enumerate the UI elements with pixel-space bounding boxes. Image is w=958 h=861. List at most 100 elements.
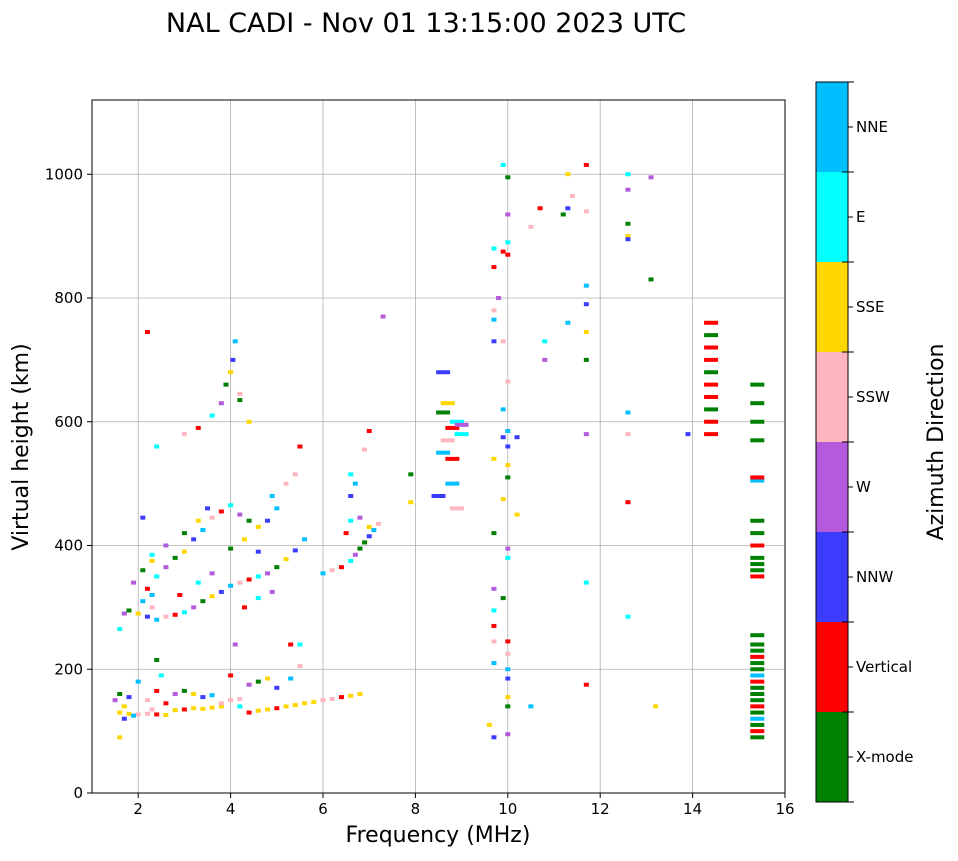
echo-point bbox=[154, 444, 160, 449]
echo-point bbox=[505, 429, 511, 434]
column-echo-bar bbox=[750, 716, 765, 721]
echo-point bbox=[172, 692, 178, 696]
echo-point bbox=[505, 546, 511, 551]
column-echo-bar bbox=[750, 568, 765, 573]
echo-point bbox=[228, 583, 234, 588]
column-echo-bar bbox=[440, 401, 455, 406]
colorbar-category-label: SSE bbox=[856, 298, 885, 316]
column-echo-bar bbox=[750, 673, 765, 678]
echo-point bbox=[135, 611, 141, 616]
column-echo-bar bbox=[750, 648, 765, 653]
echo-point bbox=[237, 696, 243, 701]
echo-point bbox=[583, 682, 589, 687]
colorbar-category-label: X-mode bbox=[856, 748, 913, 766]
echo-point bbox=[117, 710, 123, 715]
column-echo-bar bbox=[750, 478, 765, 483]
column-echo-bar bbox=[750, 555, 765, 560]
echo-point bbox=[302, 701, 308, 706]
y-tick-label: 600 bbox=[54, 413, 83, 431]
echo-point bbox=[486, 722, 492, 727]
echo-point bbox=[348, 693, 354, 698]
x-tick-label: 12 bbox=[591, 800, 610, 818]
echo-point bbox=[625, 234, 631, 239]
x-tick-label: 6 bbox=[318, 800, 328, 818]
echo-point bbox=[505, 555, 511, 560]
echo-point bbox=[565, 320, 571, 325]
colorbar-segment bbox=[816, 622, 848, 712]
echo-point bbox=[648, 175, 654, 180]
column-bars bbox=[431, 320, 765, 740]
y-axis-label: Virtual height (km) bbox=[9, 343, 34, 550]
echo-point bbox=[255, 708, 261, 713]
echo-point bbox=[195, 580, 201, 585]
echo-point bbox=[228, 673, 234, 678]
column-echo-bar bbox=[750, 661, 765, 666]
echo-point bbox=[172, 708, 178, 713]
echo-point bbox=[565, 172, 571, 177]
echo-point bbox=[500, 596, 506, 601]
column-echo-bar bbox=[750, 679, 765, 684]
echo-point bbox=[144, 614, 150, 619]
echo-point bbox=[230, 357, 236, 362]
echo-point bbox=[625, 221, 631, 226]
echo-point bbox=[583, 209, 589, 214]
x-tick-label: 4 bbox=[226, 800, 236, 818]
plot-frame bbox=[91, 99, 786, 794]
column-echo-bar bbox=[750, 438, 765, 443]
echo-point bbox=[352, 481, 358, 486]
echo-point bbox=[144, 711, 150, 716]
echo-point bbox=[232, 642, 238, 647]
echo-point bbox=[265, 518, 271, 523]
echo-point bbox=[348, 518, 354, 523]
y-tick-label: 200 bbox=[54, 660, 83, 678]
echo-point bbox=[560, 212, 566, 217]
echo-point bbox=[625, 614, 631, 619]
colorbar-category-label: SSW bbox=[856, 388, 890, 406]
echo-point bbox=[209, 693, 215, 698]
echo-point bbox=[491, 456, 497, 461]
echo-point bbox=[583, 357, 589, 362]
echo-point bbox=[292, 548, 298, 553]
echo-point bbox=[491, 735, 497, 740]
echo-point bbox=[195, 425, 201, 430]
echo-point bbox=[500, 497, 506, 502]
echo-point bbox=[274, 565, 280, 570]
column-echo-bar bbox=[454, 432, 469, 437]
echo-point bbox=[583, 302, 589, 307]
echo-point bbox=[149, 707, 155, 712]
echo-point bbox=[283, 557, 289, 562]
echo-point bbox=[569, 193, 575, 198]
echo-point bbox=[177, 593, 183, 597]
echo-point bbox=[154, 617, 160, 622]
echo-point bbox=[505, 379, 511, 384]
echo-point bbox=[149, 558, 155, 563]
echo-point bbox=[329, 568, 335, 573]
column-echo-bar bbox=[704, 333, 719, 338]
echo-point bbox=[491, 639, 497, 644]
column-echo-bar bbox=[750, 722, 765, 727]
echo-point bbox=[265, 571, 271, 576]
echo-point bbox=[255, 596, 261, 601]
echo-point bbox=[172, 612, 178, 617]
echo-point bbox=[329, 696, 335, 701]
colorbar-category-label: E bbox=[856, 208, 865, 226]
echo-point bbox=[366, 534, 372, 539]
echo-point bbox=[140, 599, 146, 604]
echo-point bbox=[505, 732, 511, 737]
echo-point bbox=[246, 710, 252, 715]
echo-point bbox=[514, 435, 520, 440]
x-axis-ticks: 2 4 6 8 10 12 14 16 bbox=[133, 793, 795, 818]
echo-point bbox=[181, 707, 187, 712]
colorbar-label: Azimuth Direction bbox=[924, 343, 949, 540]
echo-point bbox=[246, 682, 252, 687]
colorbar-segment bbox=[816, 352, 848, 442]
echo-point bbox=[149, 552, 155, 557]
echo-point bbox=[246, 419, 252, 424]
echo-point bbox=[246, 518, 252, 523]
echo-point bbox=[583, 330, 589, 335]
echo-point bbox=[163, 543, 169, 548]
echo-point bbox=[163, 713, 169, 718]
echo-point bbox=[274, 706, 280, 711]
colorbar-category-label: W bbox=[856, 478, 871, 496]
echo-point bbox=[200, 528, 206, 533]
